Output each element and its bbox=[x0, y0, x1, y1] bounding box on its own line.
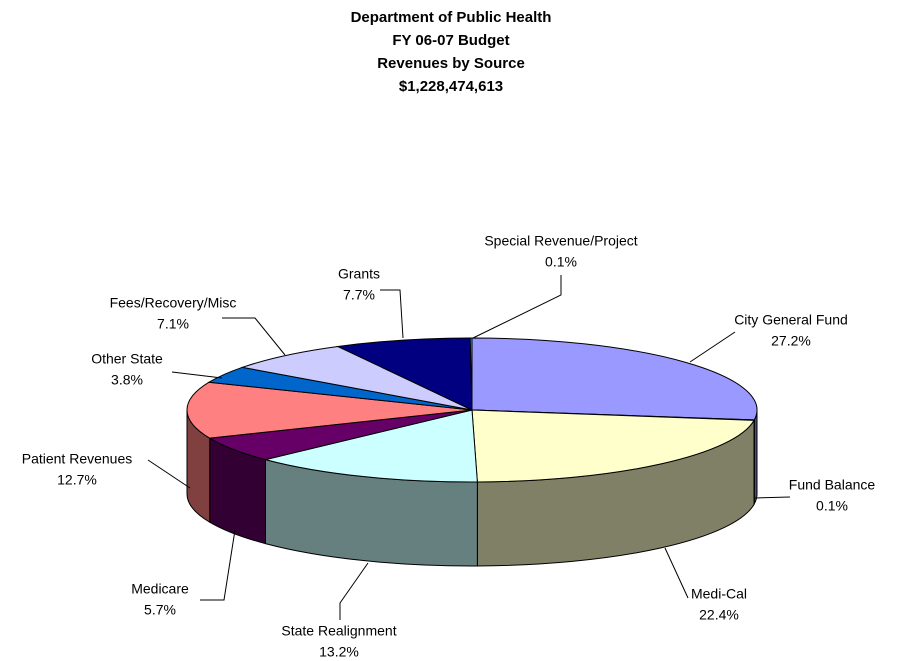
slice-label: Fund Balance bbox=[789, 477, 876, 493]
leader-line bbox=[664, 547, 689, 599]
slice bbox=[471, 337, 758, 421]
chart-title: $1,228,474,613 bbox=[399, 78, 503, 95]
leader-line bbox=[147, 459, 191, 489]
slice bbox=[471, 409, 755, 483]
slice-value-label: 7.1% bbox=[157, 316, 189, 332]
slice-value-label: 3.8% bbox=[111, 372, 143, 388]
chart-title: Revenues by Source bbox=[377, 55, 525, 72]
leader-line bbox=[754, 496, 791, 499]
leader-line bbox=[339, 562, 369, 620]
leader-line bbox=[472, 275, 562, 339]
leader-line bbox=[689, 331, 736, 363]
slice bbox=[186, 381, 473, 439]
leader-line bbox=[200, 529, 236, 601]
slice bbox=[469, 337, 473, 411]
slice-value-label: 0.1% bbox=[545, 254, 577, 270]
slice-label: City General Fund bbox=[734, 312, 848, 328]
slice-label: Medicare bbox=[131, 581, 189, 597]
slice-value-label: 0.1% bbox=[816, 498, 848, 514]
slice-label: Grants bbox=[338, 266, 380, 282]
leader-line bbox=[222, 317, 286, 356]
slice-label: Fees/Recovery/Misc bbox=[110, 295, 237, 311]
chart-title: Department of Public Health bbox=[351, 9, 552, 26]
leader-line bbox=[380, 289, 404, 339]
leader-line bbox=[171, 371, 223, 379]
slice bbox=[240, 345, 473, 411]
slice-label: Special Revenue/Project bbox=[484, 233, 637, 249]
slice-value-label: 27.2% bbox=[771, 333, 811, 349]
slice bbox=[336, 337, 473, 411]
chart-title: FY 06-07 Budget bbox=[392, 32, 509, 49]
slice bbox=[265, 409, 478, 483]
slice-label: State Realignment bbox=[281, 623, 396, 639]
pie-sides bbox=[186, 409, 758, 567]
slice-value-label: 7.7% bbox=[343, 287, 375, 303]
labels: City General Fund 27.2% Fund Balance 0.1% Me… bbox=[22, 233, 876, 660]
slice-value-label: 12.7% bbox=[57, 472, 97, 488]
slice-label: Medi-Cal bbox=[691, 586, 747, 602]
slice-value-label: 5.7% bbox=[144, 602, 176, 618]
title-block: Department of Public Health FY 06-07 Budg… bbox=[351, 9, 552, 95]
slice-label: Patient Revenues bbox=[22, 451, 133, 467]
slice-label: Other State bbox=[91, 351, 163, 367]
pie-tops bbox=[186, 337, 758, 483]
slice-value-label: 13.2% bbox=[319, 644, 359, 660]
slice-value-label: 22.4% bbox=[699, 607, 739, 623]
